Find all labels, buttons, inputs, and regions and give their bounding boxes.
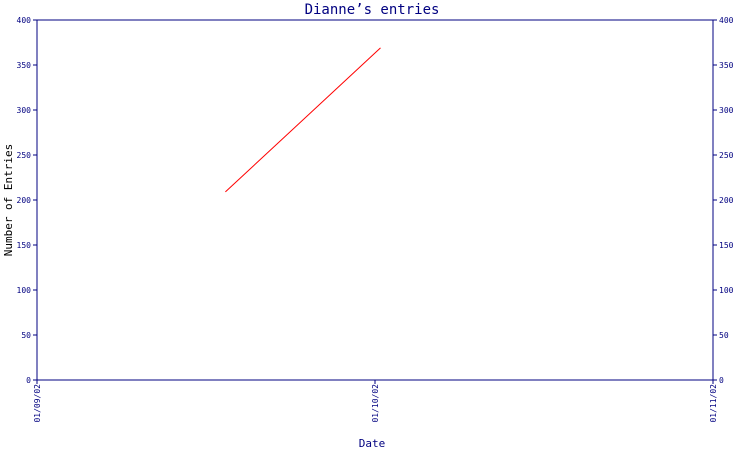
- x-axis-label: Date: [359, 437, 386, 450]
- y-tick-label-right: 50: [719, 331, 729, 340]
- y-tick-label-right: 250: [719, 151, 734, 160]
- y-tick-label-right: 350: [719, 61, 734, 70]
- x-tick-label: 01/10/02: [371, 384, 380, 423]
- y-tick-label-left: 150: [17, 241, 32, 250]
- y-tick-label-right: 400: [719, 16, 734, 25]
- series-layer: [225, 47, 381, 193]
- y-tick-label-left: 200: [17, 196, 32, 205]
- plot-area: [36, 19, 714, 381]
- y-tick-label-right: 0: [719, 376, 724, 385]
- x-tick-label: 01/09/02: [33, 384, 42, 423]
- y-tick-label-left: 300: [17, 106, 32, 115]
- y-tick-label-left: 250: [17, 151, 32, 160]
- y-tick-label-right: 300: [719, 106, 734, 115]
- chart-title: Dianne’s entries: [305, 2, 440, 18]
- y-tick-label-right: 200: [719, 196, 734, 205]
- x-tick-label: 01/11/02: [709, 384, 718, 423]
- y-tick-label-left: 400: [17, 16, 32, 25]
- y-tick-label-right: 100: [719, 286, 734, 295]
- y-tick-label-left: 350: [17, 61, 32, 70]
- series-line: [225, 47, 381, 193]
- y-tick-label-right: 150: [719, 241, 734, 250]
- y-tick-label-left: 50: [21, 331, 31, 340]
- axis-ticks: 0 0 50 50 100 100 150 150 200 200 250 250 300 300 350 3…: [17, 16, 734, 423]
- y-axis-label: Number of Entries: [2, 144, 15, 257]
- y-tick-label-left: 100: [17, 286, 32, 295]
- y-tick-label-left: 0: [26, 376, 31, 385]
